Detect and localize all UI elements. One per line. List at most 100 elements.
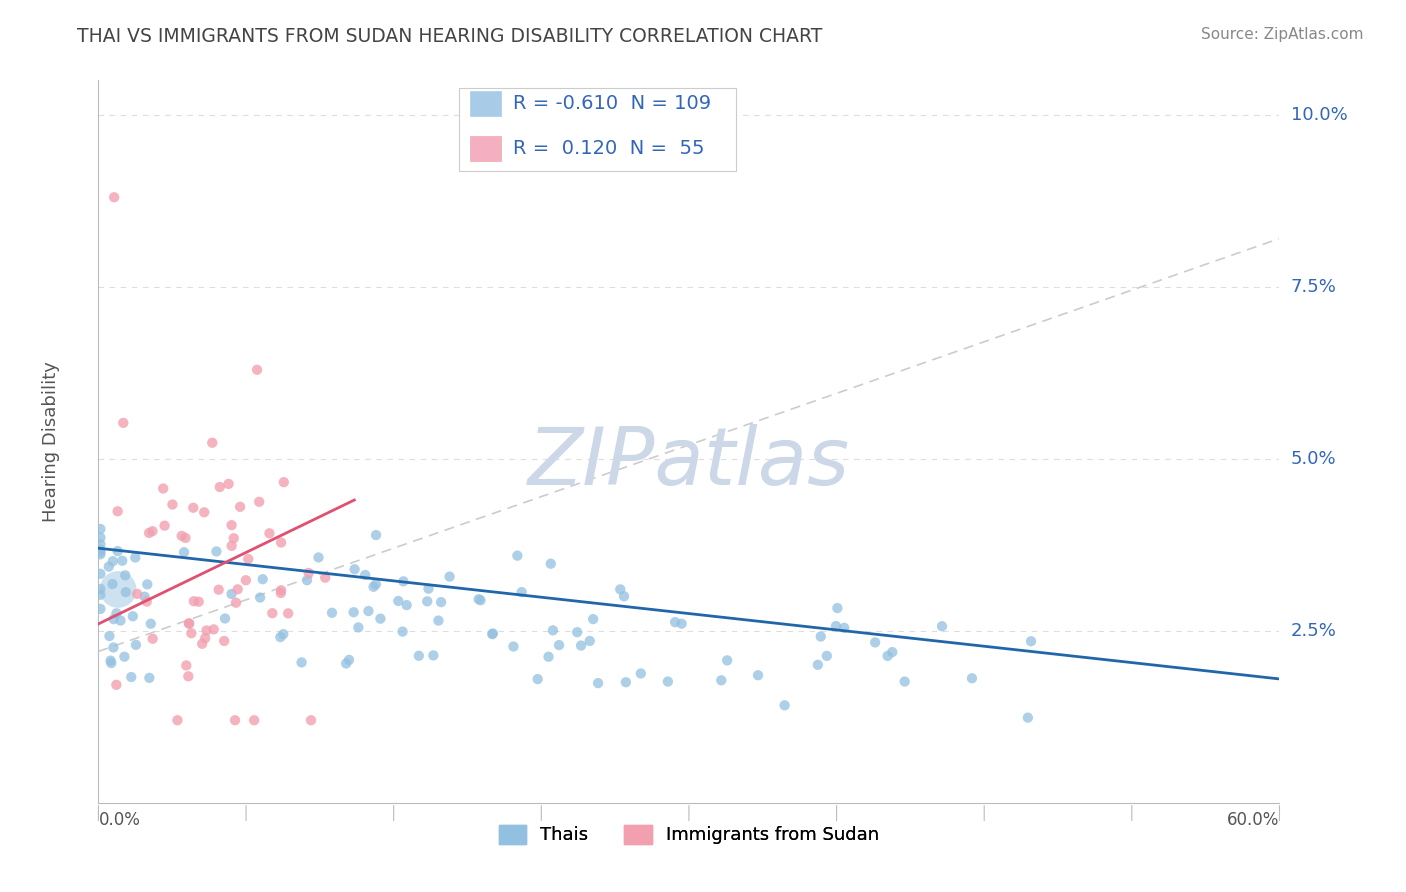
Point [124,550,146,565]
Legend: Thais, Immigrants from Sudan: Thais, Immigrants from Sudan [499,825,879,845]
Point [510,585,533,599]
Point [183,594,205,608]
Point [270,586,292,600]
Point [114,585,136,599]
Point [418,582,440,596]
Point [430,595,453,609]
Point [201,435,224,450]
Text: 60.0%: 60.0% [1227,812,1279,830]
Point [194,631,217,645]
Text: Hearing Disability: Hearing Disability [42,361,60,522]
Point [807,657,830,672]
Point [657,674,679,689]
Point [262,606,284,620]
Point [578,634,600,648]
Point [224,713,246,727]
Text: 7.5%: 7.5% [1291,277,1337,296]
Point [110,614,132,628]
Point [174,658,197,673]
Point [1019,634,1042,648]
Point [89,537,111,551]
Point [138,525,160,540]
Text: THAI VS IMMIGRANTS FROM SUDAN HEARING DISABILITY CORRELATION CHART: THAI VS IMMIGRANTS FROM SUDAN HEARING DI… [77,27,823,45]
Point [335,657,357,671]
Point [343,605,366,619]
Point [876,648,898,663]
Point [537,649,560,664]
Point [347,620,370,634]
Point [202,623,225,637]
Point [177,669,200,683]
Point [89,588,111,602]
Point [825,619,848,633]
Point [89,545,111,559]
Point [613,589,636,603]
Point [960,671,983,685]
Point [89,602,111,616]
Point [269,630,291,644]
Point [174,531,197,545]
Point [506,549,529,563]
Point [121,609,143,624]
Point [112,416,135,430]
Point [221,587,243,601]
Point [235,573,257,587]
Point [387,594,409,608]
Point [127,587,149,601]
Point [221,518,243,533]
Point [218,476,240,491]
Text: R =  0.120  N =  55: R = 0.120 N = 55 [513,139,704,158]
Point [89,531,111,545]
Text: 5.0%: 5.0% [1291,450,1336,467]
Point [364,577,387,591]
Point [277,607,299,621]
Point [191,637,214,651]
Point [226,582,249,597]
Point [107,544,129,558]
Point [614,675,637,690]
Point [827,601,849,615]
Point [103,190,125,204]
Point [609,582,631,597]
Point [502,640,524,654]
Point [89,548,111,562]
Point [567,625,589,640]
Point [270,583,292,598]
Point [247,495,270,509]
Point [166,713,188,727]
Point [97,559,120,574]
Point [89,582,111,596]
Point [162,498,184,512]
Point [208,582,231,597]
Point [135,594,157,608]
Point [180,626,202,640]
Point [422,648,444,663]
Point [270,535,292,549]
Point [214,611,236,625]
Point [221,539,243,553]
Point [173,545,195,559]
Point [569,639,592,653]
Point [225,596,247,610]
Point [299,713,322,727]
Point [101,577,124,591]
Point [370,612,392,626]
Point [298,566,321,580]
Point [103,640,125,655]
Point [252,572,274,586]
Point [321,606,343,620]
Point [427,614,450,628]
Point [139,616,162,631]
Point [136,577,159,591]
Point [482,626,505,640]
Point [671,616,693,631]
Point [363,580,385,594]
Point [100,656,122,670]
Point [391,624,413,639]
Point [205,544,228,558]
Point [747,668,769,682]
Point [111,554,134,568]
Point [863,635,886,649]
Point [112,649,135,664]
Point [548,638,571,652]
